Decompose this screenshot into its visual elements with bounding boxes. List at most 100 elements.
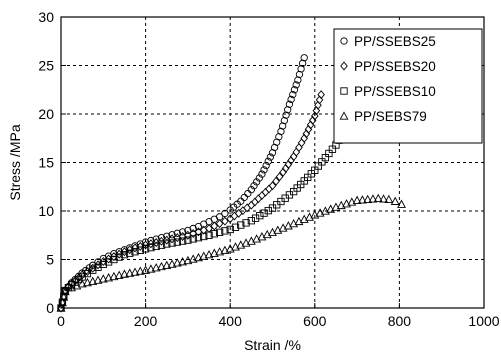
x-tick-label: 0	[57, 313, 65, 329]
data-point	[136, 246, 144, 254]
data-point	[178, 228, 187, 236]
data-point	[331, 202, 341, 211]
data-point	[194, 252, 203, 262]
data-point	[152, 235, 160, 243]
x-tick-label: 1000	[468, 313, 499, 329]
data-point	[265, 184, 273, 194]
legend-label: PP/SSEBS25	[354, 34, 436, 49]
data-point	[94, 258, 102, 266]
data-point	[215, 228, 224, 236]
data-point	[131, 248, 139, 256]
data-point	[260, 166, 268, 174]
data-point	[110, 255, 118, 264]
legend-box	[333, 28, 483, 144]
data-point	[173, 229, 181, 237]
data-point	[247, 200, 256, 210]
x-tick-label: 400	[219, 313, 243, 329]
data-point	[209, 248, 219, 257]
data-point	[280, 116, 288, 125]
data-point	[146, 264, 156, 273]
data-point	[120, 250, 129, 259]
data-point	[67, 282, 77, 292]
data-point	[347, 197, 357, 206]
x-tick-label: 200	[134, 313, 158, 329]
data-point	[294, 76, 302, 84]
data-point	[292, 147, 301, 157]
data-point	[178, 257, 188, 266]
data-point	[98, 274, 108, 283]
data-point	[119, 269, 129, 278]
data-point	[279, 122, 287, 130]
legend-marker	[340, 87, 348, 95]
data-point	[194, 234, 203, 242]
legend-marker	[340, 37, 348, 45]
data-point	[168, 231, 176, 239]
data-point	[310, 210, 320, 219]
data-point	[147, 243, 155, 252]
data-point	[384, 194, 394, 204]
data-layer	[56, 54, 406, 313]
data-point	[275, 172, 284, 182]
data-point	[237, 221, 245, 229]
data-point	[183, 255, 193, 265]
data-point	[162, 260, 172, 269]
data-point	[172, 258, 182, 267]
data-point	[244, 189, 252, 198]
data-point	[277, 127, 285, 136]
data-point	[189, 224, 197, 233]
data-point	[56, 303, 66, 312]
legend-marker	[340, 61, 348, 71]
data-point	[152, 242, 160, 251]
data-point	[188, 254, 198, 263]
data-point	[141, 245, 150, 253]
data-point	[221, 216, 229, 226]
data-point	[60, 286, 70, 296]
data-point	[373, 193, 383, 203]
data-point	[260, 209, 268, 217]
data-point	[285, 100, 294, 108]
series-square	[57, 125, 353, 312]
data-point	[225, 244, 235, 253]
data-point	[82, 277, 92, 287]
data-point	[317, 90, 325, 100]
data-point	[109, 271, 119, 281]
data-point	[57, 303, 65, 313]
data-point	[200, 232, 208, 241]
data-point	[282, 111, 290, 119]
data-point	[290, 86, 299, 94]
data-point	[272, 176, 280, 186]
data-point	[342, 199, 351, 208]
data-point	[251, 214, 260, 222]
data-point	[141, 265, 151, 274]
data-point	[104, 273, 114, 282]
x-tick-label: 600	[303, 313, 327, 329]
legend-marker	[339, 111, 349, 120]
data-point	[247, 217, 255, 225]
data-point	[220, 245, 230, 254]
data-point	[292, 81, 300, 89]
data-point	[231, 223, 240, 231]
data-point	[268, 181, 277, 191]
tick-layer: 0 200 400 600 800 1000 0 5 10 15 20 25 30	[38, 9, 499, 329]
data-point	[251, 197, 259, 207]
data-point	[126, 244, 134, 252]
data-point	[77, 279, 87, 288]
data-point	[336, 200, 346, 210]
data-point	[205, 231, 213, 239]
data-point	[295, 70, 304, 79]
data-point	[300, 54, 308, 62]
data-point	[99, 260, 107, 268]
data-point	[215, 247, 225, 256]
data-point	[167, 259, 177, 268]
data-point	[59, 292, 69, 301]
data-point	[184, 236, 192, 244]
data-point	[230, 211, 239, 221]
data-point	[357, 195, 367, 204]
data-point	[163, 240, 171, 248]
y-axis-title: Stress /MPa	[7, 124, 23, 200]
y-tick-label: 15	[38, 155, 54, 171]
data-point	[320, 206, 330, 215]
data-point	[298, 59, 307, 67]
